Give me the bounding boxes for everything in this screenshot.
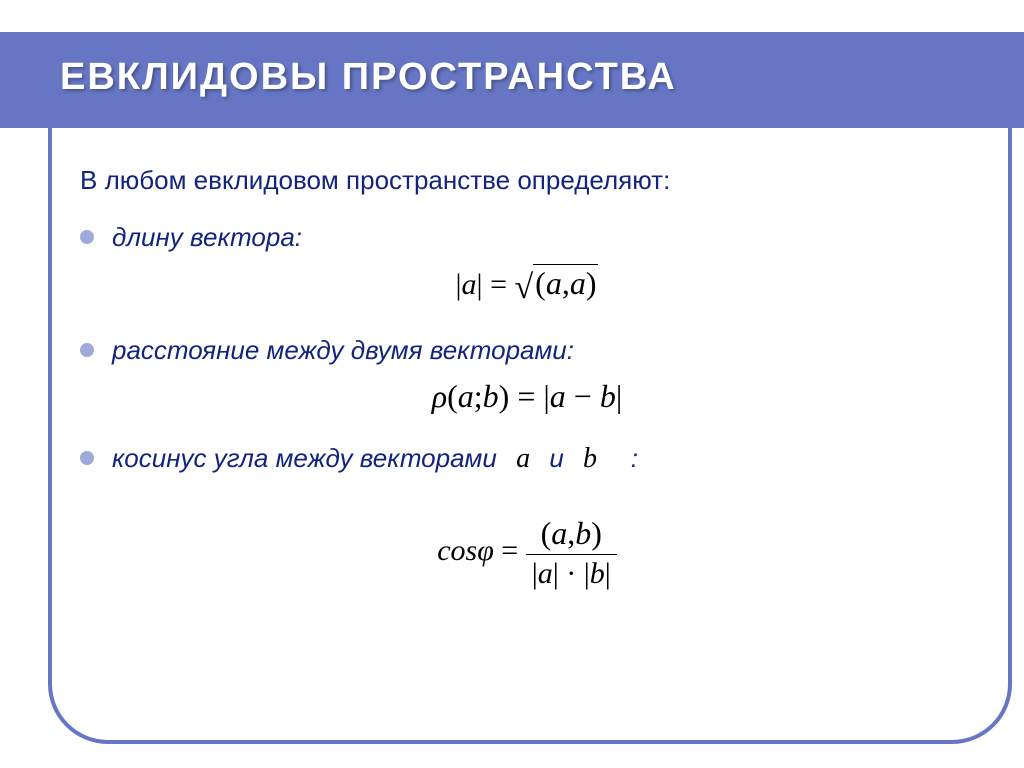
bullet-item: длину вектора:: [80, 222, 974, 253]
bullet-label: косинус угла между векторами a и b :: [112, 443, 638, 475]
bullet-label: длину вектора:: [112, 222, 302, 253]
formula-distance: ρ(a;b) = |a − b|: [80, 378, 974, 415]
label-mid: и: [549, 443, 563, 473]
bullet-icon: [80, 343, 94, 357]
bullet-label: расстояние между двумя векторами:: [112, 335, 574, 366]
bullet-item: расстояние между двумя векторами:: [80, 335, 974, 366]
bullet-item: косинус угла между векторами a и b :: [80, 443, 974, 475]
intro-text: В любом евклидовом пространстве определя…: [80, 165, 974, 196]
bullet-icon: [80, 230, 94, 244]
content-area: В любом евклидовом пространстве определя…: [80, 165, 974, 619]
label-suffix: :: [631, 443, 638, 473]
label-prefix: косинус угла между векторами: [112, 443, 497, 473]
slide-title: ЕВКЛИДОВЫ ПРОСТРАНСТВА: [60, 56, 677, 99]
bullet-icon: [80, 451, 94, 465]
var-b: b: [571, 443, 609, 474]
header-band: ЕВКЛИДОВЫ ПРОСТРАНСТВА: [0, 32, 1024, 122]
formula-cosine: cosφ = (a,b) |a| · |b|: [80, 515, 974, 591]
formula-length: |a| = √(a,a): [80, 265, 974, 307]
var-a: a: [504, 443, 542, 474]
